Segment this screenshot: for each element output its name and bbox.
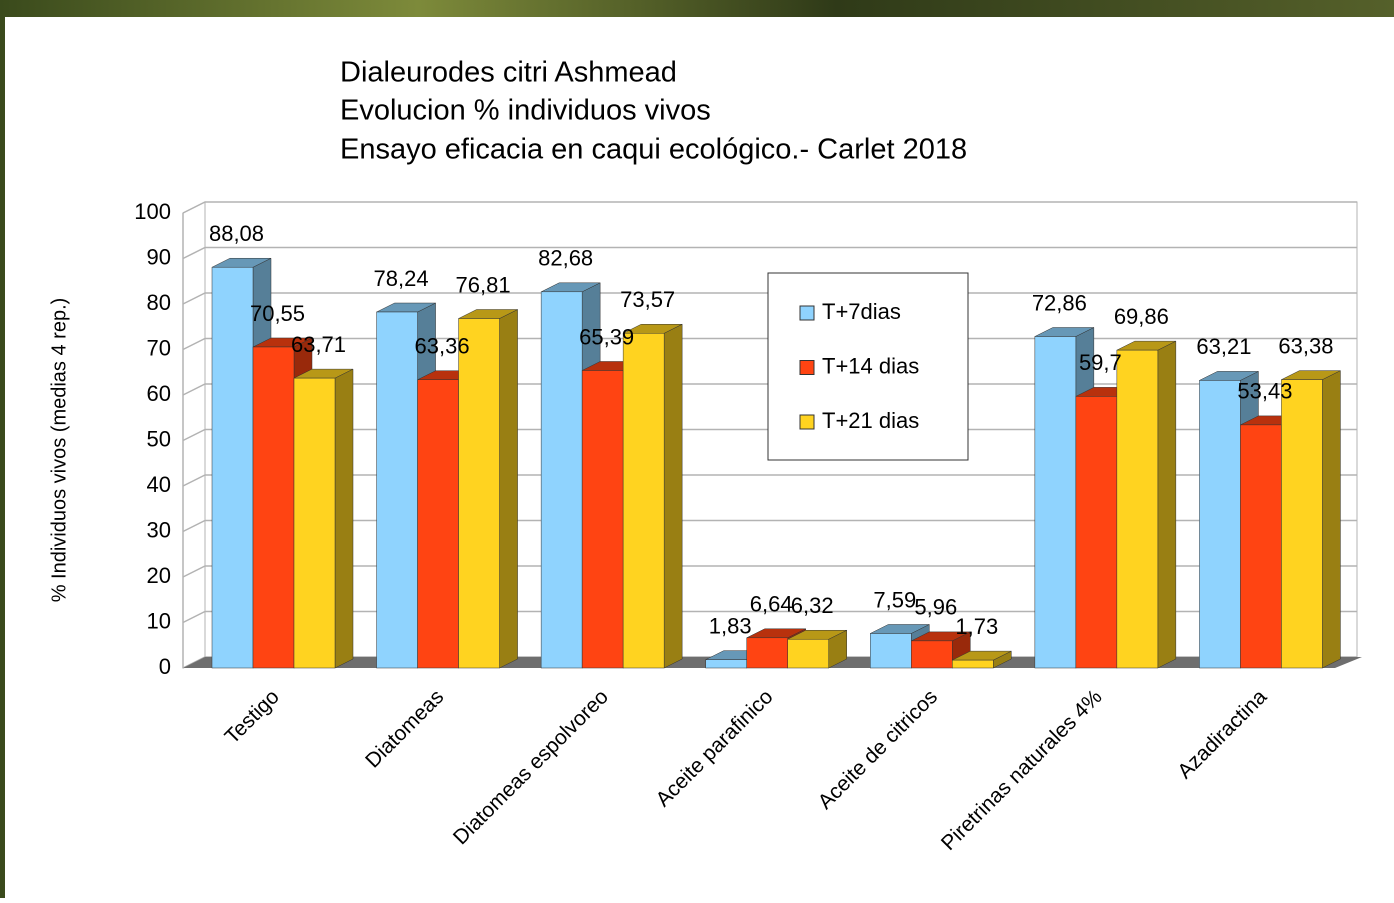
data-label: 72,86 bbox=[1032, 290, 1087, 315]
grid-line bbox=[182, 610, 1357, 624]
data-label: 53,43 bbox=[1237, 379, 1292, 404]
data-label: 76,81 bbox=[456, 272, 511, 297]
bar bbox=[1240, 424, 1282, 669]
bar bbox=[540, 291, 583, 669]
bar bbox=[911, 640, 953, 669]
data-label: 63,38 bbox=[1278, 333, 1333, 358]
data-label: 70,55 bbox=[250, 301, 305, 326]
data-label: 65,39 bbox=[579, 324, 634, 349]
bar-side bbox=[1157, 340, 1177, 669]
data-label: 63,36 bbox=[415, 334, 470, 359]
bar bbox=[1034, 336, 1077, 669]
y-tick-label: 60 bbox=[147, 381, 171, 406]
y-tick-label: 90 bbox=[147, 244, 171, 269]
data-label: 63,71 bbox=[291, 332, 346, 357]
bar bbox=[581, 370, 624, 669]
bar bbox=[746, 637, 788, 669]
legend: T+7dias T+14 dias T+21 dias bbox=[767, 272, 969, 461]
bar bbox=[376, 311, 418, 669]
y-tick-label: 70 bbox=[147, 335, 171, 360]
data-label: 73,57 bbox=[620, 287, 675, 312]
data-label: 82,68 bbox=[538, 246, 593, 271]
bar bbox=[787, 638, 829, 669]
bar-side bbox=[499, 309, 518, 669]
bar bbox=[870, 633, 912, 669]
data-label: 88,08 bbox=[209, 221, 264, 246]
y-tick-label: 30 bbox=[147, 517, 171, 542]
bar bbox=[952, 659, 994, 669]
bar-side bbox=[334, 368, 354, 669]
bar bbox=[622, 333, 665, 669]
data-label: 63,21 bbox=[1196, 334, 1251, 359]
grid-line bbox=[182, 428, 1357, 442]
legend-label: T+7dias bbox=[822, 299, 901, 324]
data-label: 1,73 bbox=[955, 614, 998, 639]
legend-swatch bbox=[799, 414, 815, 430]
data-label: 59,7 bbox=[1079, 350, 1122, 375]
data-label: 7,59 bbox=[873, 587, 916, 612]
grid-line bbox=[182, 246, 1357, 260]
legend-label: T+14 dias bbox=[822, 353, 919, 378]
y-tick-label: 80 bbox=[147, 290, 171, 315]
bar bbox=[1199, 380, 1241, 669]
y-tick-label: 20 bbox=[147, 563, 171, 588]
legend-label: T+21 dias bbox=[822, 408, 919, 433]
data-label: 78,24 bbox=[374, 266, 429, 291]
data-label: 5,96 bbox=[914, 595, 957, 620]
chart-title: Ensayo eficacia en caqui ecológico.- Car… bbox=[340, 134, 967, 166]
bar bbox=[705, 659, 747, 669]
bar bbox=[458, 318, 500, 669]
bar-side bbox=[1322, 370, 1341, 669]
y-tick-label: 50 bbox=[147, 426, 171, 451]
bar bbox=[252, 346, 295, 669]
data-label: 6,64 bbox=[750, 592, 793, 617]
grid-line bbox=[182, 383, 1357, 396]
grid-line bbox=[182, 337, 1357, 351]
chart-title: Dialeurodes citri Ashmead bbox=[340, 57, 677, 89]
grid-line bbox=[182, 565, 1357, 578]
grid-line bbox=[182, 292, 1357, 305]
data-label: 1,83 bbox=[709, 613, 752, 638]
grid-line bbox=[182, 519, 1357, 533]
y-tick-label: 10 bbox=[147, 608, 171, 633]
grid-line bbox=[182, 201, 1357, 214]
y-axis-title: % Individuos vivos (medias 4 rep.) bbox=[48, 298, 70, 603]
y-tick-label: 100 bbox=[134, 199, 171, 224]
bar bbox=[417, 379, 459, 669]
y-tick-label: 40 bbox=[147, 472, 171, 497]
y-tick-label: 0 bbox=[159, 654, 171, 679]
bar-side bbox=[663, 323, 683, 669]
bar bbox=[293, 377, 336, 669]
bar bbox=[1281, 379, 1323, 669]
data-label: 6,32 bbox=[791, 593, 834, 618]
bar bbox=[1075, 396, 1118, 669]
data-label: 69,86 bbox=[1114, 304, 1169, 329]
grid-line bbox=[182, 474, 1357, 487]
bar bbox=[211, 266, 254, 669]
legend-swatch bbox=[799, 360, 815, 375]
chart-title: Evolucion % individuos vivos bbox=[340, 95, 711, 127]
legend-swatch bbox=[799, 305, 815, 321]
bar bbox=[1116, 349, 1159, 669]
